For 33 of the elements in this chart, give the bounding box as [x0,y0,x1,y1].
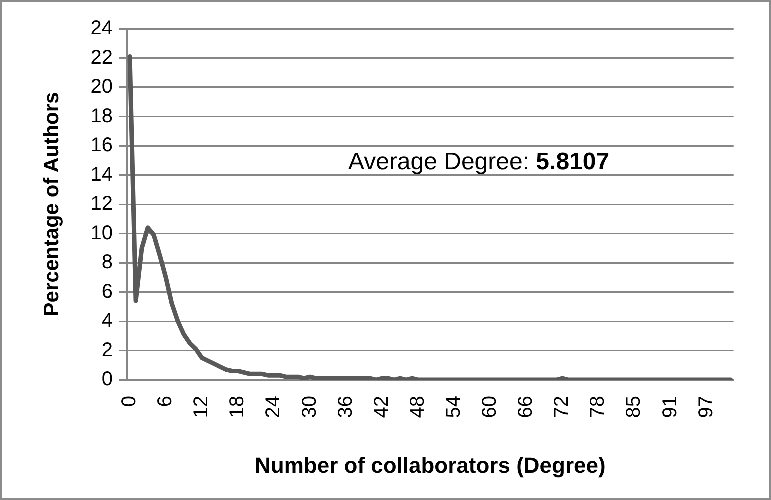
y-axis-title: Percentage of Authors [40,92,64,317]
x-tick-label: 6 [154,396,177,408]
y-tick-label: 8 [102,252,113,274]
x-tick-label: 85 [623,396,646,418]
x-axis-title: Number of collaborators (Degree) [255,452,606,478]
y-tick-label: 0 [102,368,113,391]
x-tick-label: 42 [370,396,393,418]
annotation: Average Degree: 5.8107 [348,148,610,176]
x-tick-label: 48 [406,396,429,418]
y-tick-label: 18 [90,105,113,128]
x-tick-label: 24 [262,396,285,418]
y-tick-label: 22 [90,46,113,69]
y-tick-label: 2 [102,339,113,362]
y-tick-label: 12 [90,193,113,216]
y-tick-label: 4 [102,310,113,332]
x-tick-label: 72 [551,396,574,418]
x-tick-label: 36 [334,396,357,418]
y-tick-label: 20 [90,76,113,98]
x-tick-label: 30 [298,396,321,418]
x-tick-label: 91 [659,396,682,418]
y-tick-label: 24 [90,18,113,40]
x-tick-label: 54 [442,396,465,418]
x-tick-label: 60 [479,396,502,418]
x-tick-label: 78 [587,396,610,418]
x-tick-label: 12 [190,396,213,418]
x-tick-label: 66 [515,396,538,418]
x-tick-label: 0 [118,396,141,408]
x-tick-label: 97 [695,396,718,418]
y-tick-label: 10 [90,222,113,244]
y-tick-label: 14 [90,164,113,186]
y-tick-label: 16 [90,134,113,157]
x-tick-label: 18 [226,396,249,418]
y-tick-label: 6 [102,280,113,303]
